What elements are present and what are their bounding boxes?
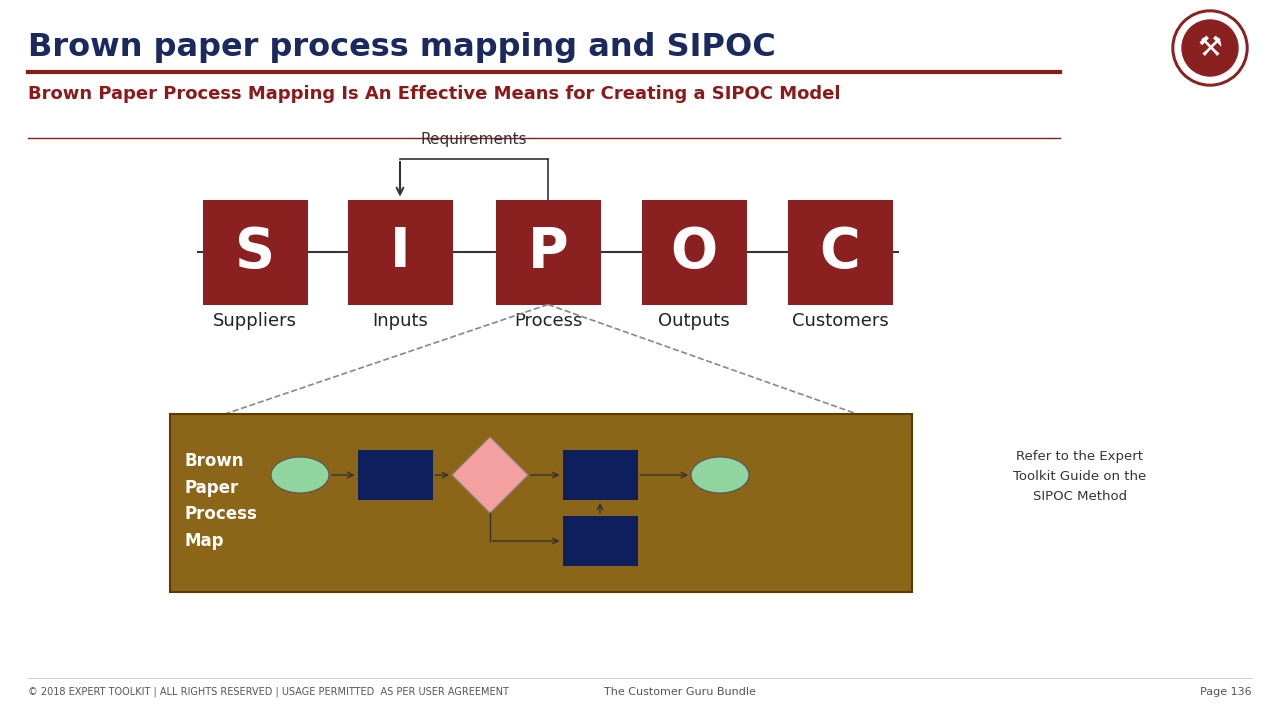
Text: P: P bbox=[527, 225, 568, 279]
Text: ⚒: ⚒ bbox=[1198, 34, 1222, 62]
Text: Brown Paper Process Mapping Is An Effective Means for Creating a SIPOC Model: Brown Paper Process Mapping Is An Effect… bbox=[28, 85, 841, 103]
FancyBboxPatch shape bbox=[787, 199, 892, 305]
Text: Outputs: Outputs bbox=[658, 312, 730, 330]
Circle shape bbox=[1175, 13, 1245, 83]
Text: S: S bbox=[236, 225, 275, 279]
Text: Page 136: Page 136 bbox=[1201, 687, 1252, 697]
Circle shape bbox=[1172, 10, 1248, 86]
Polygon shape bbox=[452, 437, 529, 513]
Text: Inputs: Inputs bbox=[372, 312, 428, 330]
Circle shape bbox=[1181, 20, 1238, 76]
Text: Process: Process bbox=[513, 312, 582, 330]
Text: Suppliers: Suppliers bbox=[212, 312, 297, 330]
Text: Customers: Customers bbox=[791, 312, 888, 330]
FancyBboxPatch shape bbox=[347, 199, 453, 305]
FancyBboxPatch shape bbox=[562, 516, 637, 566]
Text: I: I bbox=[389, 225, 411, 279]
Text: Brown paper process mapping and SIPOC: Brown paper process mapping and SIPOC bbox=[28, 32, 776, 63]
FancyBboxPatch shape bbox=[357, 450, 433, 500]
Ellipse shape bbox=[691, 457, 749, 493]
Text: Brown
Paper
Process
Map: Brown Paper Process Map bbox=[184, 452, 257, 549]
Text: © 2018 EXPERT TOOLKIT | ALL RIGHTS RESERVED | USAGE PERMITTED  AS PER USER AGREE: © 2018 EXPERT TOOLKIT | ALL RIGHTS RESER… bbox=[28, 687, 509, 697]
FancyBboxPatch shape bbox=[562, 450, 637, 500]
FancyBboxPatch shape bbox=[495, 199, 600, 305]
Text: Refer to the Expert
Toolkit Guide on the
SIPOC Method: Refer to the Expert Toolkit Guide on the… bbox=[1014, 450, 1147, 503]
FancyBboxPatch shape bbox=[641, 199, 746, 305]
Text: The Customer Guru Bundle: The Customer Guru Bundle bbox=[604, 687, 756, 697]
Text: C: C bbox=[819, 225, 860, 279]
Text: Requirements: Requirements bbox=[421, 132, 527, 147]
FancyBboxPatch shape bbox=[202, 199, 307, 305]
FancyBboxPatch shape bbox=[170, 414, 911, 592]
Ellipse shape bbox=[271, 457, 329, 493]
Text: O: O bbox=[671, 225, 718, 279]
